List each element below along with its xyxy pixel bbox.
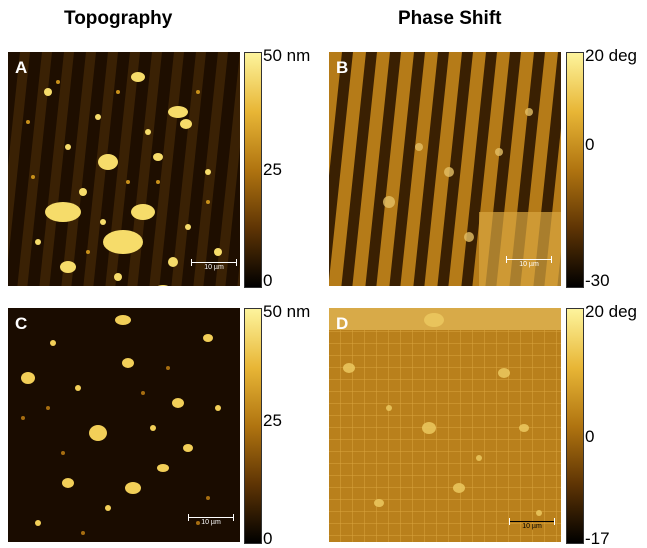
colorbar-phase-bottom [566,308,584,544]
colorbar-max-label-bottom-left: 50 nm [263,302,311,321]
scale-bar-label-d: 10 µm [522,523,542,530]
scale-bar-label-a: 10 µm [204,264,224,271]
panel-label-a: A [15,58,28,77]
colorbar-mid-label-top-left: 25 [263,160,282,179]
afm-image-b: B 10 µm [329,52,561,286]
panel-label-c: C [15,314,28,333]
colorbar-max-label-bottom-right: 20 deg [585,302,637,321]
colorbar-min-label-bottom-right: -17 [585,529,610,548]
colorbar-min-label-bottom-left: 0 [263,529,273,548]
phase-shift-title: Phase Shift [398,8,502,29]
colorbar-mid-label-bottom-left: 25 [263,411,282,430]
colorbar-min-label-top-right: -30 [585,271,610,290]
colorbar-max-label-top-left: 50 nm [263,46,311,65]
scale-bar-d: 10 µm [509,518,555,530]
afm-image-a: A 10 µm [8,52,240,286]
panel-label-d: D [336,314,349,333]
colorbar-mid-label-top-right: 0 [585,135,595,154]
scale-bar-b: 10 µm [506,256,552,268]
colorbar-min-label-top-left: 0 [263,271,273,290]
topography-title: Topography [64,8,173,29]
panel-label-b: B [336,58,349,77]
colorbar-max-label-top-right: 20 deg [585,46,637,65]
colorbar-topography-bottom [244,308,262,544]
colorbar-mid-label-bottom-right: 0 [585,427,595,446]
scale-bar-label-b: 10 µm [519,261,539,268]
afm-image-c: C 10 µm [8,308,240,542]
colorbar-topography-top [244,52,262,288]
scale-bar-a: 10 µm [191,259,237,271]
scale-bar-c: 10 µm [188,514,234,526]
scale-bar-label-c: 10 µm [201,519,221,526]
afm-image-d: D 10 µm [329,308,561,542]
colorbar-phase-top [566,52,584,288]
